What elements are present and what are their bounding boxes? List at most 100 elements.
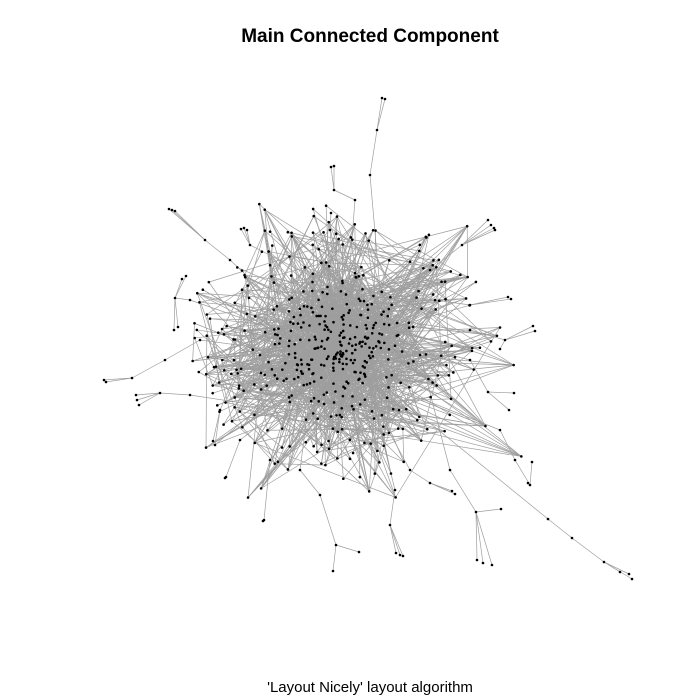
graph-node	[434, 308, 438, 311]
graph-node	[214, 365, 218, 368]
graph-node	[418, 243, 422, 247]
graph-node	[468, 358, 472, 362]
graph-node	[317, 400, 321, 403]
graph-node	[418, 415, 421, 419]
graph-node	[242, 226, 246, 230]
graph-node	[417, 249, 421, 253]
graph-edge	[138, 392, 161, 406]
graph-edge	[352, 239, 420, 252]
graph-edge	[547, 518, 573, 539]
graph-edge	[487, 391, 510, 411]
graph-node	[275, 377, 279, 381]
graph-node	[222, 333, 226, 336]
graph-edge	[371, 303, 514, 366]
graph-edge	[218, 237, 352, 383]
graph-node	[361, 340, 364, 344]
graph-node	[286, 468, 290, 471]
graph-edge	[238, 385, 276, 464]
graph-node	[382, 322, 386, 326]
graph-node	[280, 427, 284, 430]
graph-edge	[196, 329, 370, 492]
graph-node	[332, 357, 335, 361]
graph-node	[286, 230, 290, 234]
graph-edge	[469, 298, 512, 306]
graph-node	[311, 272, 315, 276]
graph-edge	[332, 544, 337, 572]
graph-edge	[225, 402, 390, 434]
graph-node	[240, 288, 244, 292]
graph-edge	[409, 469, 431, 484]
graph-node	[242, 389, 245, 393]
graph-nodes	[102, 96, 634, 581]
graph-node	[291, 322, 295, 325]
graph-node	[331, 427, 335, 430]
graph-node	[312, 444, 315, 448]
graph-node	[368, 346, 371, 349]
graph-node	[268, 458, 272, 462]
graph-edge	[289, 232, 292, 447]
graph-edge	[377, 450, 404, 463]
graph-edge	[461, 219, 489, 246]
graph-node	[325, 292, 329, 296]
graph-node	[360, 265, 363, 269]
graph-node	[247, 296, 251, 300]
graph-node	[627, 572, 631, 576]
graph-node	[308, 382, 312, 385]
graph-node	[223, 476, 227, 480]
graph-node	[299, 358, 303, 362]
graph-node	[357, 550, 361, 554]
graph-node	[397, 408, 401, 412]
graph-node	[530, 460, 534, 464]
graph-node	[438, 299, 441, 303]
graph-edge	[269, 383, 334, 461]
graph-edge	[343, 345, 452, 479]
graph-node	[372, 323, 376, 327]
graph-node	[235, 266, 239, 269]
graph-node	[243, 273, 246, 277]
graph-node	[273, 462, 277, 465]
graph-edge	[389, 489, 396, 526]
graph-edge	[381, 234, 430, 335]
graph-node	[263, 373, 266, 377]
graph-edge	[173, 297, 176, 331]
graph-node	[296, 322, 300, 325]
graph-node	[324, 261, 328, 264]
graph-node	[336, 351, 339, 354]
graph-node	[352, 407, 355, 411]
graph-edge	[243, 227, 251, 246]
graph-node	[427, 233, 431, 237]
graph-node	[340, 315, 344, 319]
graph-node	[324, 314, 327, 318]
graph-node	[305, 383, 309, 386]
graph-node	[382, 433, 385, 436]
graph-node	[382, 310, 385, 313]
graph-node	[486, 218, 490, 222]
graph-edge	[103, 377, 133, 381]
graph-node	[320, 305, 324, 309]
graph-edge	[105, 377, 133, 383]
graph-node	[243, 275, 247, 279]
graph-node	[340, 415, 343, 419]
graph-node	[493, 228, 497, 232]
graph-edge	[397, 354, 421, 429]
graph-node	[347, 342, 351, 345]
graph-node	[320, 339, 324, 343]
graph-node	[366, 316, 370, 319]
graph-node	[246, 496, 250, 499]
graph-edge	[319, 494, 337, 546]
graph-node	[425, 427, 429, 431]
graph-node	[284, 361, 287, 365]
graph-node	[222, 423, 225, 426]
graph-edge	[383, 375, 393, 446]
graph-edge	[336, 216, 452, 400]
graph-node	[475, 558, 479, 562]
graph-node	[265, 384, 269, 387]
graph-edge	[402, 428, 405, 462]
graph-node	[341, 279, 344, 283]
graph-node	[215, 404, 219, 407]
graph-edge	[174, 275, 187, 299]
graph-node	[358, 403, 362, 406]
graph-node	[167, 207, 171, 211]
graph-node	[326, 336, 330, 340]
graph-node	[259, 388, 263, 391]
